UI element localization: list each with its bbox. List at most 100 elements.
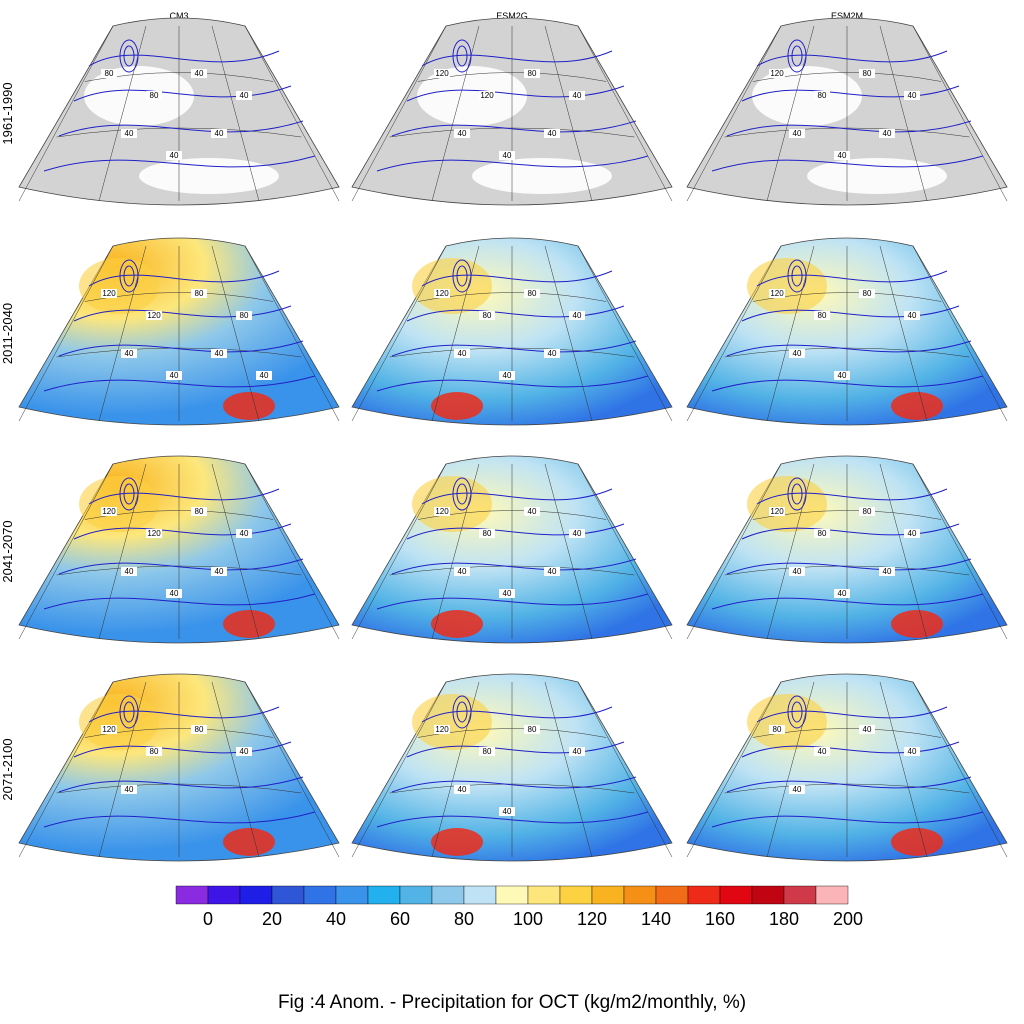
contour-line bbox=[376, 593, 649, 610]
anomaly-mid bbox=[747, 694, 827, 750]
contour-label-bg bbox=[524, 289, 540, 298]
contour-label-bg bbox=[569, 91, 585, 100]
contour-line bbox=[391, 340, 637, 357]
contour-label: 40 bbox=[793, 567, 802, 576]
contour-label: 80 bbox=[528, 289, 537, 298]
contour-label: 80 bbox=[818, 91, 827, 100]
contour-label: 40 bbox=[818, 747, 827, 756]
contour-label: 40 bbox=[503, 589, 512, 598]
contour-label-bg bbox=[769, 289, 785, 298]
contour-label: 120 bbox=[102, 507, 116, 516]
contour-line bbox=[123, 265, 135, 287]
contour-label: 40 bbox=[908, 747, 917, 756]
parallel bbox=[389, 347, 635, 358]
contour-line bbox=[123, 701, 135, 723]
contour-label: 80 bbox=[483, 311, 492, 320]
anomaly-high bbox=[223, 828, 275, 856]
contour-label: 80 bbox=[528, 725, 537, 734]
column-title: ESM2G bbox=[496, 11, 528, 21]
row-label: 1961-1990 bbox=[0, 82, 15, 144]
contour-label: 40 bbox=[240, 91, 249, 100]
contour-label-bg bbox=[146, 747, 162, 756]
row-label: 2011-2040 bbox=[0, 303, 15, 364]
contour-line bbox=[43, 593, 316, 610]
contour-label: 40 bbox=[838, 371, 847, 380]
anomaly-mid bbox=[412, 258, 492, 314]
contour-label: 40 bbox=[908, 311, 917, 320]
contour-line bbox=[456, 701, 468, 723]
map-panel: 120 80 80 40 40 40 bbox=[351, 673, 673, 862]
contour-label: 120 bbox=[102, 725, 116, 734]
contour-label: 40 bbox=[573, 529, 582, 538]
contour-line bbox=[406, 305, 625, 322]
contour-label-bg bbox=[101, 289, 117, 298]
contour-line bbox=[406, 741, 625, 758]
map-panel: 120 80 80 40 40 40 40 bbox=[351, 237, 673, 426]
meridian bbox=[211, 463, 260, 640]
contour-label-bg bbox=[544, 567, 560, 576]
contour-label: 40 bbox=[458, 349, 467, 358]
colorbar-bin bbox=[239, 885, 273, 905]
meridian bbox=[912, 245, 1008, 422]
meridian bbox=[244, 681, 340, 858]
meridian bbox=[351, 681, 447, 858]
meridian bbox=[544, 245, 593, 422]
anomaly-mid bbox=[79, 476, 159, 532]
colorbar-bin bbox=[719, 885, 753, 905]
contour-line bbox=[119, 259, 139, 293]
contour-label: 120 bbox=[435, 725, 449, 734]
colorbar-bin bbox=[815, 885, 849, 905]
meridian bbox=[879, 463, 928, 640]
colorbar-tick-label: 200 bbox=[833, 909, 863, 929]
colorbar-bin bbox=[207, 885, 241, 905]
map-panel: 120 80 80 40 40 40 40 bbox=[686, 455, 1008, 644]
colorbar-tick-label: 100 bbox=[513, 909, 543, 929]
contour-label-bg bbox=[789, 349, 805, 358]
row-label: 2071-2100 bbox=[0, 738, 15, 800]
colorbar-bin bbox=[527, 885, 561, 905]
contour-line bbox=[711, 375, 984, 392]
map-panel: 120 80 80 40 40 40 40 bbox=[686, 17, 1008, 206]
map-panel: 80 40 40 40 40 bbox=[686, 673, 1008, 862]
parallel bbox=[724, 347, 970, 358]
parallel bbox=[389, 127, 635, 138]
contour-label-bg bbox=[256, 371, 272, 380]
contour-label: 40 bbox=[195, 69, 204, 78]
contour-label-bg bbox=[191, 69, 207, 78]
meridian bbox=[686, 25, 782, 202]
map-panel: 120 120 80 40 40 40 40 bbox=[351, 17, 673, 206]
meridian bbox=[18, 25, 114, 202]
contour-label: 40 bbox=[908, 529, 917, 538]
colorbar-bin bbox=[687, 885, 721, 905]
contour-label-bg bbox=[479, 311, 495, 320]
contour-label-bg bbox=[454, 129, 470, 138]
colorbar-bin bbox=[655, 885, 689, 905]
colorbar-bin bbox=[559, 885, 593, 905]
contour-label-bg bbox=[166, 589, 182, 598]
contour-label: 80 bbox=[818, 311, 827, 320]
contour-line bbox=[421, 270, 613, 287]
contour-label-bg bbox=[789, 785, 805, 794]
contour-label-bg bbox=[834, 371, 850, 380]
contour-label-bg bbox=[479, 747, 495, 756]
contour-label: 40 bbox=[458, 129, 467, 138]
map-panel: 80 80 40 40 40 40 40 bbox=[18, 17, 340, 206]
contour-label-bg bbox=[834, 589, 850, 598]
contour-label-bg bbox=[211, 349, 227, 358]
colorbar-bin bbox=[623, 885, 657, 905]
anomaly-high bbox=[891, 610, 943, 638]
land-patch bbox=[84, 66, 194, 126]
contour-label: 40 bbox=[793, 785, 802, 794]
anomaly-high bbox=[431, 828, 483, 856]
contour-label-bg bbox=[769, 507, 785, 516]
map-panel: 120 80 80 40 40 bbox=[18, 673, 340, 862]
contour-label-bg bbox=[236, 91, 252, 100]
contour-line bbox=[119, 477, 139, 511]
meridian bbox=[544, 681, 593, 858]
contour-label-bg bbox=[146, 91, 162, 100]
contour-label-bg bbox=[434, 289, 450, 298]
anomaly-high bbox=[223, 610, 275, 638]
colorbar-bin bbox=[463, 885, 497, 905]
contour-label-bg bbox=[524, 69, 540, 78]
contour-label: 40 bbox=[528, 507, 537, 516]
